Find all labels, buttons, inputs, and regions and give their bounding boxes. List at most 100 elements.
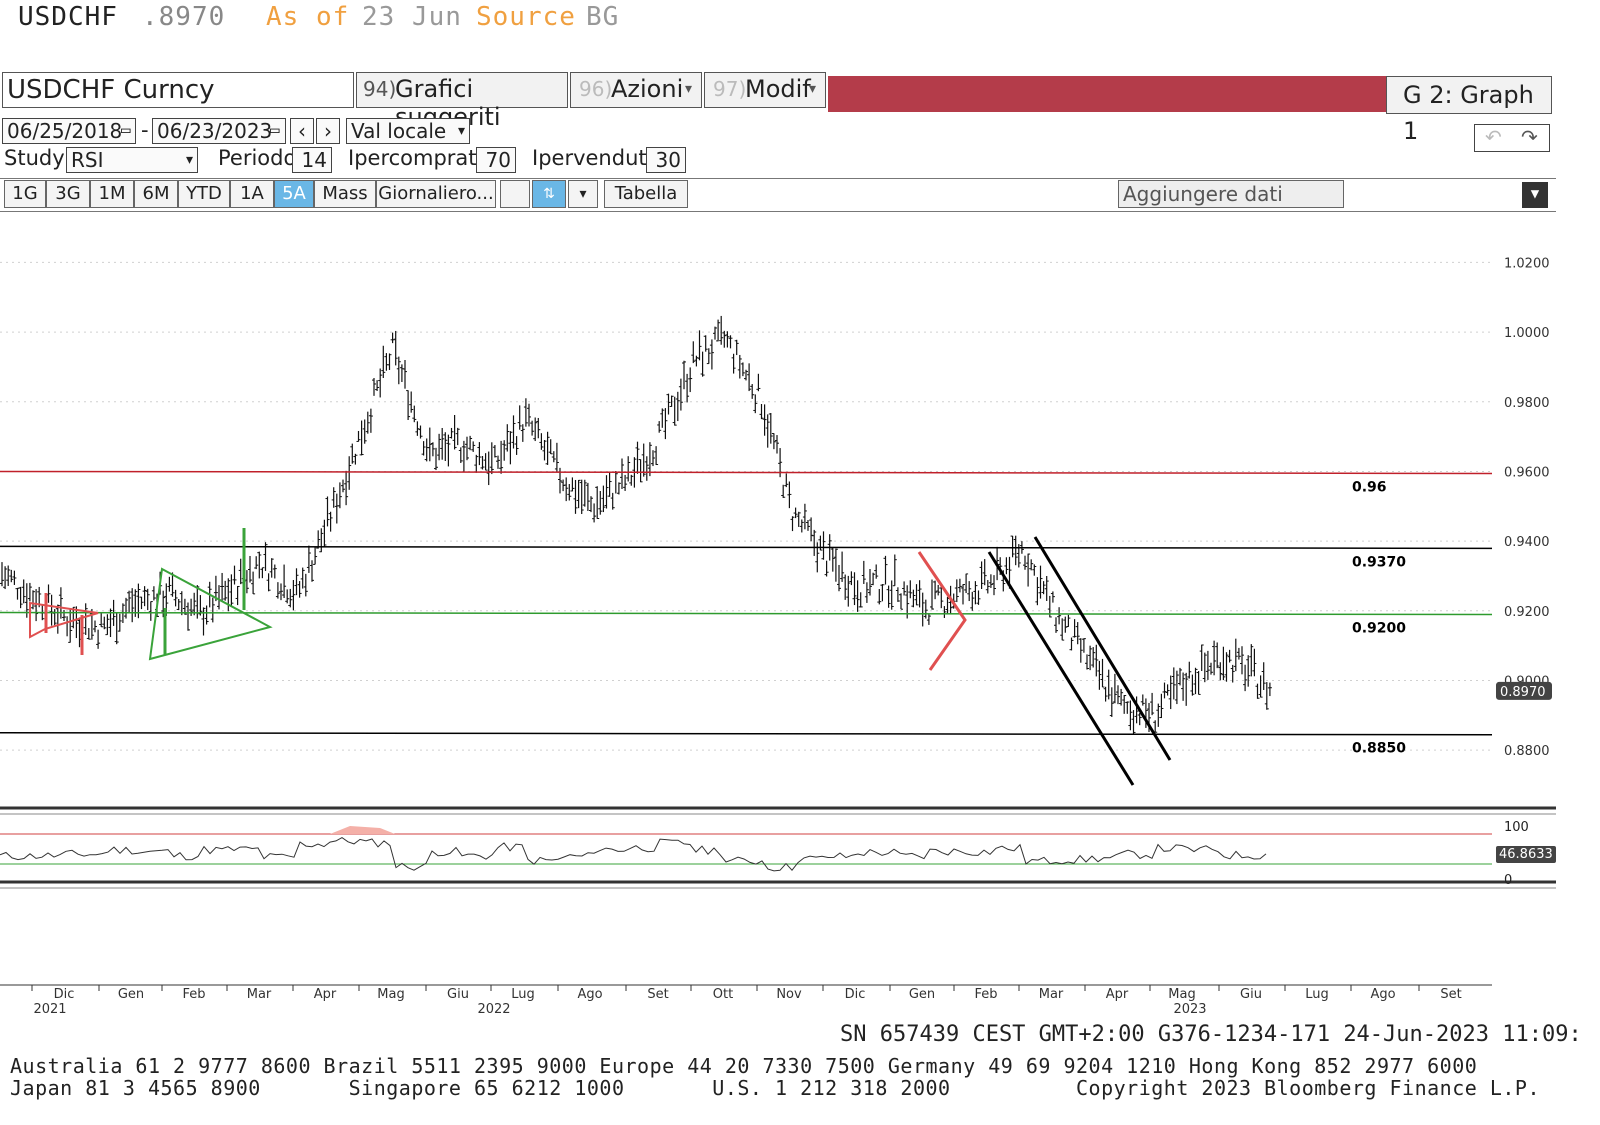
price-bar xyxy=(675,391,680,422)
calendar-icon[interactable]: ▭ xyxy=(121,120,131,139)
price-bar xyxy=(697,330,702,361)
range-6m[interactable]: 6M xyxy=(134,180,178,208)
price-bar xyxy=(1116,685,1120,705)
price-bar xyxy=(337,482,342,509)
menu-dropdown-icon[interactable]: ▼ xyxy=(1522,182,1548,208)
price-bar xyxy=(759,404,764,420)
price-bar xyxy=(880,584,885,602)
start-date-field[interactable]: 06/25/2018 xyxy=(2,118,136,144)
price-bar xyxy=(275,582,280,599)
price-bar xyxy=(589,496,593,513)
calendar-icon[interactable]: ▭ xyxy=(270,120,280,139)
price-bar xyxy=(226,578,231,612)
price-bar xyxy=(861,560,866,584)
price-bar xyxy=(1125,701,1130,714)
redo-icon[interactable]: ↷ xyxy=(1521,125,1538,149)
price-bar xyxy=(1109,687,1114,717)
blank-button[interactable] xyxy=(500,180,530,208)
price-bar xyxy=(716,319,721,342)
price-bar xyxy=(833,548,838,582)
price-bar xyxy=(176,598,181,611)
range-mass[interactable]: Mass xyxy=(314,180,376,208)
oversold-label: Ipervenduto xyxy=(532,146,660,170)
x-tick-label: Lug xyxy=(511,987,535,1002)
table-button[interactable]: Tabella xyxy=(604,180,688,208)
level-lines: 0.96 0.9370 0.9200 0.8850 xyxy=(0,470,1493,757)
price-bar xyxy=(957,578,962,593)
price-bar xyxy=(530,420,535,436)
currency-select[interactable]: Val locale ▾ xyxy=(346,118,470,144)
price-bar xyxy=(1202,652,1207,683)
next-arrow-icon[interactable]: › xyxy=(316,118,340,144)
overbought-input[interactable]: 70 xyxy=(476,147,516,173)
x-tick-label: Lug xyxy=(1305,987,1329,1002)
chart-type-icon[interactable]: ⇅ xyxy=(532,180,566,208)
rsi-overbought-fill xyxy=(330,826,395,834)
price-bar xyxy=(1264,682,1269,710)
price-bar xyxy=(737,354,742,379)
period-input[interactable]: 14 xyxy=(292,147,332,173)
frequency-select[interactable]: Giornaliero... xyxy=(376,180,496,208)
price-bar xyxy=(381,345,386,379)
price-bar xyxy=(585,482,590,511)
range-1a[interactable]: 1A xyxy=(230,180,274,208)
chevron-down-icon[interactable]: ▾ xyxy=(568,180,598,208)
price-bar xyxy=(508,431,513,465)
price-bar xyxy=(387,353,392,370)
x-tick-label: Mar xyxy=(247,987,272,1002)
price-bar xyxy=(771,433,776,450)
price-bar xyxy=(985,579,990,594)
price-bar xyxy=(976,590,981,605)
price-bar xyxy=(313,547,318,565)
price-bar xyxy=(669,395,674,407)
actions-button[interactable]: 96) Azioni ▾ xyxy=(570,72,702,108)
study-select[interactable]: RSI ▾ xyxy=(66,147,198,173)
price-bar xyxy=(210,597,215,623)
price-bar xyxy=(1187,661,1192,679)
price-bar xyxy=(517,405,522,430)
x-tick-label: Feb xyxy=(974,987,997,1002)
price-bar xyxy=(719,315,724,345)
price-bar xyxy=(641,443,646,477)
price-bar xyxy=(734,339,739,356)
price-bar xyxy=(486,451,491,486)
price-bar xyxy=(474,454,479,473)
range-1g[interactable]: 1G xyxy=(4,180,46,208)
price-bar xyxy=(145,588,150,611)
price-bar xyxy=(1119,688,1124,706)
range-1m[interactable]: 1M xyxy=(90,180,134,208)
end-date-field[interactable]: 06/23/2023 xyxy=(152,118,286,144)
range-3g[interactable]: 3G xyxy=(46,180,90,208)
undo-icon[interactable]: ↶ xyxy=(1485,125,1502,149)
modif-num: 97) xyxy=(713,77,747,101)
prev-arrow-icon[interactable]: ‹ xyxy=(290,118,314,144)
price-bar xyxy=(235,585,240,606)
range-ytd[interactable]: YTD xyxy=(178,180,230,208)
price-bar xyxy=(629,474,634,486)
price-bar xyxy=(1190,674,1195,696)
price-bar xyxy=(567,484,572,501)
security-field[interactable]: USDCHF Curncy xyxy=(2,72,354,108)
price-bar xyxy=(663,408,668,440)
price-bar xyxy=(344,470,349,506)
graph-name[interactable]: G 2: Graph 1 xyxy=(1386,76,1552,145)
date-separator: - xyxy=(141,118,149,142)
range-5a[interactable]: 5A xyxy=(274,180,314,208)
add-data-field[interactable]: Aggiungere dati xyxy=(1118,180,1344,208)
price-bar xyxy=(254,556,259,570)
x-tick-label: Mag xyxy=(1168,987,1195,1002)
price-bar xyxy=(1094,644,1099,677)
price-bar xyxy=(1091,647,1096,668)
price-bar xyxy=(765,414,770,448)
chevron-down-icon: ▾ xyxy=(457,123,465,139)
price-bar xyxy=(942,606,947,618)
suggested-charts-button[interactable]: 94) Grafici suggeriti xyxy=(356,72,568,131)
price-bar xyxy=(868,569,872,596)
price-bar xyxy=(434,447,438,471)
oversold-input[interactable]: 30 xyxy=(646,147,686,173)
price-bar xyxy=(644,456,649,481)
price-bar xyxy=(269,558,274,578)
price-bar xyxy=(1246,655,1251,687)
modif-button[interactable]: 97) Modif ▾ xyxy=(704,72,826,108)
price-bar xyxy=(403,359,407,389)
